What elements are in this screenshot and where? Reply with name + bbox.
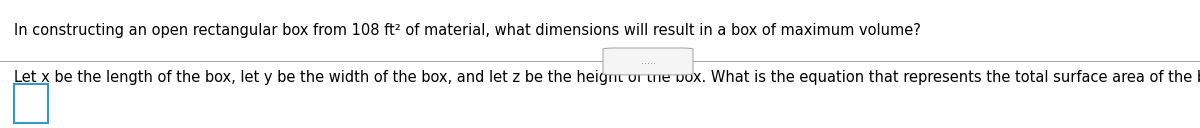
FancyBboxPatch shape: [604, 48, 694, 75]
Text: .....: .....: [641, 56, 655, 66]
Text: Let x be the length of the box, let y be the width of the box, and let z be the : Let x be the length of the box, let y be…: [14, 70, 1200, 85]
FancyBboxPatch shape: [14, 84, 48, 123]
Text: In constructing an open rectangular box from 108 ft² of material, what dimension: In constructing an open rectangular box …: [14, 23, 922, 38]
